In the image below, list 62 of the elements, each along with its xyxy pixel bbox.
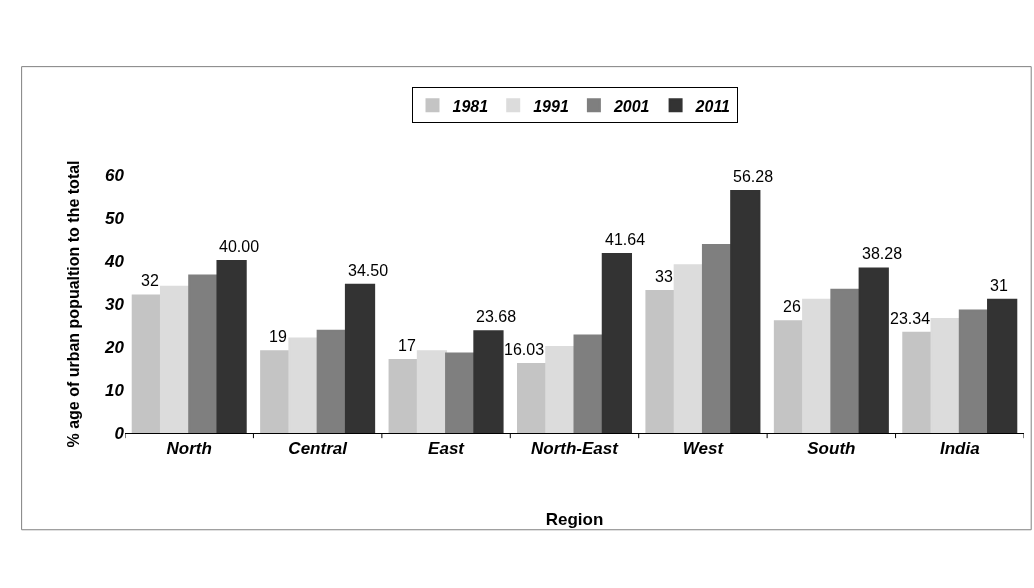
data-label: 40.00 bbox=[219, 238, 260, 255]
bar bbox=[830, 288, 861, 433]
data-label: 23.68 bbox=[476, 308, 517, 325]
bar bbox=[545, 346, 576, 433]
bar bbox=[601, 252, 633, 433]
data-label: 38.28 bbox=[862, 245, 903, 262]
y-axis-title: % age of urban popualtion to the total bbox=[64, 160, 82, 448]
data-label: 16.03 bbox=[504, 341, 545, 358]
data-label: 19 bbox=[269, 328, 287, 345]
bar bbox=[802, 298, 833, 433]
bar bbox=[445, 352, 476, 433]
y-tick-label: 40 bbox=[104, 251, 125, 271]
legend-label: 1991 bbox=[533, 97, 569, 115]
bar bbox=[773, 320, 805, 433]
legend-label: 2011 bbox=[694, 97, 731, 115]
bar bbox=[902, 331, 933, 433]
x-tick-label: North bbox=[166, 439, 212, 459]
bar bbox=[516, 363, 548, 433]
x-tick-label: North-East bbox=[531, 439, 620, 459]
bar bbox=[388, 358, 419, 433]
bar bbox=[131, 294, 162, 433]
y-tick-label: 10 bbox=[105, 380, 125, 400]
bar bbox=[216, 260, 247, 433]
bar bbox=[730, 190, 761, 433]
data-label: 31 bbox=[990, 277, 1008, 294]
bar bbox=[701, 244, 733, 433]
bar bbox=[260, 350, 291, 433]
legend-label: 2001 bbox=[612, 97, 650, 115]
bar bbox=[344, 283, 376, 433]
x-tick-label: South bbox=[807, 439, 856, 459]
x-tick-label: East bbox=[428, 439, 466, 459]
bar bbox=[288, 337, 319, 433]
data-label: 26 bbox=[783, 298, 801, 315]
y-tick-label: 20 bbox=[104, 337, 125, 357]
x-axis-title: Region bbox=[545, 509, 604, 529]
bar bbox=[858, 267, 889, 433]
bar bbox=[316, 329, 347, 433]
bar bbox=[930, 318, 961, 433]
data-label: 33 bbox=[655, 268, 673, 285]
data-label: 34.50 bbox=[348, 262, 389, 279]
bar bbox=[958, 309, 990, 433]
data-label: 41.64 bbox=[605, 231, 646, 248]
data-label: 23.34 bbox=[890, 310, 931, 327]
legend-label: 1981 bbox=[452, 97, 489, 115]
data-label: 17 bbox=[398, 337, 416, 354]
y-tick-label: 0 bbox=[114, 423, 125, 443]
bar bbox=[159, 285, 191, 433]
bar bbox=[645, 290, 676, 433]
x-tick-label: Central bbox=[288, 439, 349, 459]
bar bbox=[473, 330, 504, 433]
x-tick-label: India bbox=[939, 439, 980, 459]
bar bbox=[573, 334, 604, 433]
x-tick-label: West bbox=[682, 439, 725, 459]
bar bbox=[188, 274, 219, 433]
data-label: 56.28 bbox=[733, 168, 774, 185]
bar bbox=[987, 298, 1018, 433]
y-tick-label: 50 bbox=[105, 208, 125, 228]
bar bbox=[673, 264, 704, 433]
data-label: 32 bbox=[141, 272, 159, 289]
y-tick-label: 60 bbox=[105, 165, 125, 185]
bar bbox=[416, 350, 448, 433]
y-tick-label: 30 bbox=[105, 294, 125, 314]
